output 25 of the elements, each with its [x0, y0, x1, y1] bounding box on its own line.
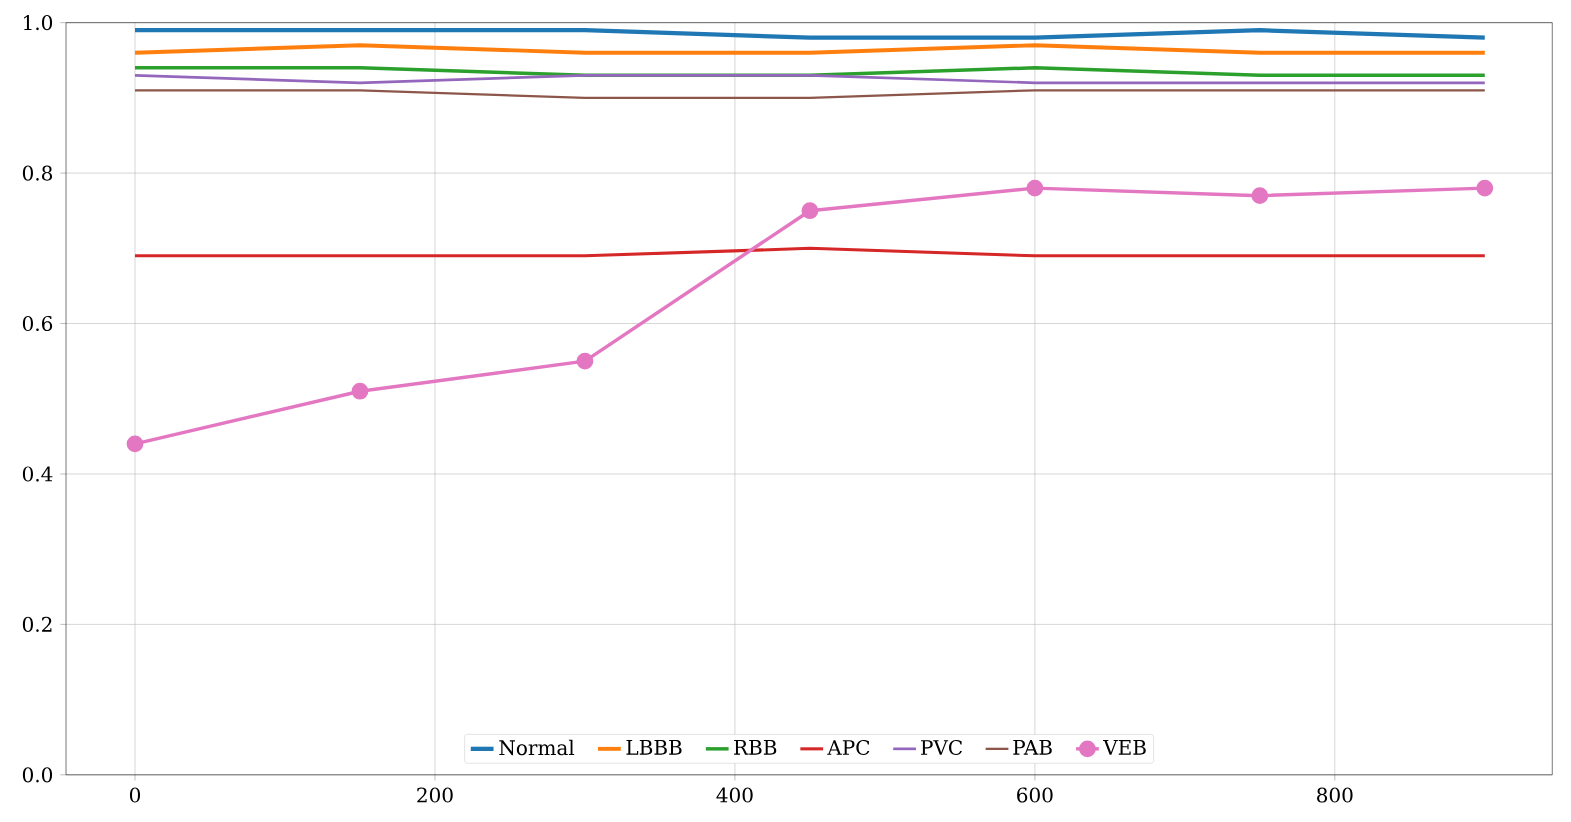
point — [801, 202, 819, 220]
point — [126, 435, 144, 453]
x-tick-label: 400 — [716, 787, 753, 803]
x-tick-label: 200 — [417, 787, 453, 803]
legend-label: PAB — [1013, 740, 1052, 755]
legend-label: VEB — [1103, 740, 1146, 755]
point — [351, 383, 369, 400]
y-tick-label: 0.4 — [22, 466, 53, 482]
point — [1476, 179, 1494, 197]
y-tick-label: 0.2 — [22, 617, 52, 633]
legend-label: APC — [827, 740, 870, 756]
y-tick-label: 1.0 — [24, 15, 53, 31]
x-tick-label: 0 — [129, 787, 141, 803]
x-tick-label: 600 — [1017, 787, 1053, 803]
point — [1026, 179, 1044, 197]
legend-label: RBB — [734, 740, 777, 755]
point — [576, 352, 594, 370]
legend-label: LBBB — [626, 740, 682, 755]
legend-label: PVC — [921, 740, 962, 756]
x-tick-label: 800 — [1317, 787, 1353, 803]
y-tick-label: 0.0 — [22, 767, 53, 783]
y-tick-label: 0.6 — [22, 316, 53, 332]
legend-label: Normal — [499, 740, 575, 756]
point — [1251, 187, 1269, 205]
y-tick-label: 0.8 — [22, 165, 53, 181]
